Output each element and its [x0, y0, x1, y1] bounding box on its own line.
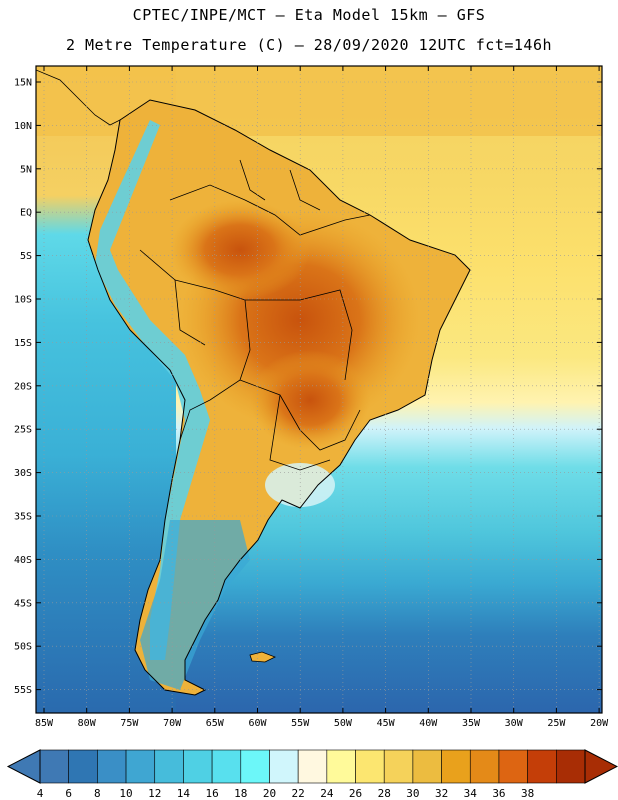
colorbar-label: 38 — [521, 787, 534, 800]
lon-label: 85W — [35, 718, 54, 729]
map-field — [36, 66, 602, 713]
lon-label: 55W — [291, 718, 310, 729]
map-title-line2: 2 Metre Temperature (C) – 28/09/2020 12U… — [65, 36, 553, 54]
axis-ticks — [36, 66, 602, 713]
colorbar-label: 32 — [435, 787, 448, 800]
colorbar-label: 26 — [349, 787, 362, 800]
colorbar-label: 30 — [406, 787, 419, 800]
lat-label: 10S — [14, 295, 32, 306]
colorbar-label: 22 — [292, 787, 305, 800]
colorbar-cell — [412, 749, 442, 784]
colorbar-cell — [183, 749, 213, 784]
lat-label: 35S — [14, 512, 32, 523]
lat-label: 20S — [14, 381, 32, 392]
temperature-map: 15N 10N 5N EQ 5S 10S 15S 20S 25S 30S 35S 40S 45S 50S 5… — [14, 65, 609, 729]
longitude-labels: 85W 80W 75W 70W 65W 60W 55W 50W 45W 40W 35W 30W 25W 2… — [35, 718, 609, 729]
colorbar-cells — [39, 749, 586, 784]
central-america-coast — [36, 69, 121, 126]
lat-label: 15S — [14, 338, 32, 349]
colorbar-cell — [469, 749, 500, 784]
andes-cool-strip — [95, 120, 210, 660]
colorbar-under-arrow — [6, 749, 41, 784]
colorbar-label: 14 — [177, 787, 191, 800]
lon-label: 40W — [419, 718, 438, 729]
colorbar-label: 12 — [148, 787, 161, 800]
lat-label: 55S — [14, 685, 32, 696]
lat-label: 5N — [20, 164, 32, 175]
lon-label: 30W — [505, 718, 524, 729]
colorbar-cell — [154, 749, 184, 784]
hot-core-south — [250, 350, 370, 450]
lon-label: 75W — [120, 718, 139, 729]
colorbar-cell — [297, 749, 328, 784]
colorbar-cell — [527, 749, 557, 784]
colorbar-cell — [383, 749, 414, 784]
lat-label: 30S — [14, 468, 32, 479]
lon-label: 60W — [248, 718, 267, 729]
patagonia-cool — [140, 520, 250, 690]
map-title-line1: CPTEC/INPE/MCT – Eta Model 15km – GFS — [132, 6, 486, 24]
lat-label: EQ — [20, 208, 32, 219]
colorbar-cell — [498, 749, 528, 784]
lat-label: 50S — [14, 642, 32, 653]
colorbar-over-arrow — [584, 749, 618, 784]
lon-label: 20W — [590, 718, 609, 729]
falklands — [249, 651, 276, 663]
river-plate-cool — [265, 463, 335, 507]
country-borders — [139, 159, 371, 471]
colorbar-label: 24 — [320, 787, 334, 800]
colorbar-cell — [269, 749, 299, 784]
lat-label: 40S — [14, 555, 32, 566]
colorbar-label: 6 — [65, 787, 72, 800]
colorbar-cell — [240, 749, 270, 784]
latitude-labels: 15N 10N 5N EQ 5S 10S 15S 20S 25S 30S 35S 40S 45S 50S 5… — [14, 78, 32, 697]
colorbar-cell — [556, 749, 586, 784]
lon-label: 50W — [334, 718, 353, 729]
colorbar-label: 36 — [492, 787, 505, 800]
colorbar-label: 10 — [119, 787, 132, 800]
colorbar-label: 18 — [234, 787, 247, 800]
colorbar-cell — [97, 749, 127, 784]
lat-label: 15N — [14, 78, 32, 89]
colorbar-cell — [68, 749, 98, 784]
colorbar-cell — [441, 749, 471, 784]
lat-label: 45S — [14, 598, 32, 609]
colorbar-cell — [125, 749, 156, 784]
lat-label: 25S — [14, 425, 32, 436]
temperature-colorbar: 4 6 8 10 12 14 16 18 20 22 24 26 28 30 32 34 36 38 — [6, 749, 618, 800]
lon-label: 25W — [547, 718, 566, 729]
coastline — [87, 99, 471, 696]
colorbar-label: 34 — [464, 787, 478, 800]
colorbar-label: 4 — [37, 787, 44, 800]
colorbar-cell — [39, 749, 69, 784]
lat-label: 5S — [20, 251, 32, 262]
hot-core-amazon — [170, 200, 310, 300]
colorbar-cell — [355, 749, 385, 784]
lat-label: 10N — [14, 121, 32, 132]
colorbar-label: 8 — [94, 787, 101, 800]
lon-label: 35W — [462, 718, 481, 729]
lon-label: 65W — [206, 718, 225, 729]
colorbar-label: 16 — [205, 787, 218, 800]
lon-label: 80W — [78, 718, 97, 729]
colorbar-cell — [326, 749, 356, 784]
map-frame — [35, 65, 603, 714]
colorbar-label: 20 — [263, 787, 276, 800]
colorbar-labels: 4 6 8 10 12 14 16 18 20 22 24 26 28 30 32 34 36 38 — [37, 787, 535, 800]
colorbar-cell — [211, 749, 242, 784]
lon-label: 70W — [163, 718, 182, 729]
colorbar-label: 28 — [378, 787, 391, 800]
lon-label: 45W — [377, 718, 396, 729]
